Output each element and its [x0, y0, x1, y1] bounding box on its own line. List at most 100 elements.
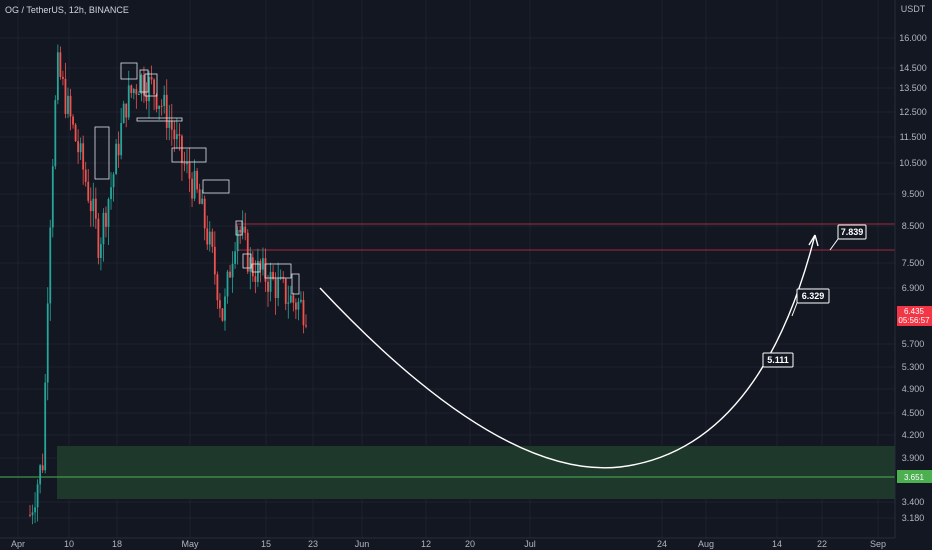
candle-body — [198, 189, 201, 204]
candle-body — [267, 281, 269, 292]
candle-body — [163, 94, 166, 106]
candle-body — [64, 78, 67, 114]
candle-body — [208, 231, 211, 245]
candle-body — [112, 174, 115, 188]
price-tick-label: 3.400 — [902, 497, 925, 507]
candle-body — [272, 271, 274, 279]
candle-body — [31, 512, 34, 516]
candle-body — [79, 143, 82, 153]
pointer-3 — [829, 238, 839, 251]
candle-body — [246, 232, 249, 272]
price-tick-label: 3.180 — [902, 513, 925, 523]
support-zone — [57, 446, 895, 499]
support-price-badge — [897, 470, 932, 483]
candle-body — [54, 100, 57, 167]
time-tick-label: 12 — [421, 539, 431, 549]
candle-body — [219, 300, 221, 309]
candle-body — [264, 258, 267, 282]
candle-body — [236, 229, 239, 252]
candle-body — [155, 94, 158, 110]
candle-body — [183, 163, 186, 165]
last-price-text: 6.435 — [904, 307, 925, 316]
candle-body — [294, 302, 297, 310]
price-tick-label: 11.500 — [900, 132, 927, 142]
candle-body — [135, 89, 138, 95]
pattern-boxes — [94, 62, 300, 295]
time-tick-label: 18 — [112, 539, 122, 549]
candle-body — [259, 260, 262, 270]
candle-body — [99, 244, 102, 258]
candle-body — [284, 278, 287, 304]
candle-body — [178, 134, 181, 136]
candle-body — [145, 95, 148, 102]
candle-body — [287, 302, 290, 304]
candle-body — [107, 199, 110, 227]
pattern-box — [242, 253, 252, 269]
candle-body — [120, 122, 123, 156]
pattern-box — [202, 179, 230, 194]
candle-body — [300, 299, 302, 302]
candle-body — [105, 212, 107, 227]
price-tick-label: 8.500 — [902, 221, 925, 231]
candle-body — [102, 212, 105, 245]
projection-arrow-head-1 — [808, 234, 816, 246]
price-tick-label: 16.000 — [899, 33, 927, 43]
price-tick-label: 4.900 — [902, 384, 925, 394]
time-axis[interactable]: Apr 10 18 May 15 23 Jun 12 20 Jul 24 Aug 14 22 Sep — [0, 537, 895, 549]
pattern-box — [251, 263, 261, 273]
candle-body — [188, 162, 191, 179]
candle-body — [97, 218, 100, 258]
projection-label-3-text: 7.839 — [841, 227, 864, 237]
time-tick-labels: Apr 10 18 May 15 23 Jun 12 20 Jul 24 Aug 14 22 Sep — [11, 539, 886, 549]
candle-body — [305, 325, 307, 327]
candle-body — [193, 170, 196, 199]
pattern-box — [235, 220, 243, 236]
price-zones — [0, 223, 896, 499]
candle-body — [41, 465, 44, 471]
candle-body — [122, 103, 125, 123]
chart-title: OG / TetherUS, 12h, BINANCE — [5, 5, 129, 15]
candlestick-series — [29, 44, 307, 525]
candle-body — [277, 278, 280, 299]
candle-body — [150, 76, 153, 80]
candle-body — [153, 79, 155, 95]
candle-body — [39, 465, 42, 485]
candle-body — [302, 299, 305, 326]
candle-body — [203, 198, 206, 229]
time-tick-label: Aug — [698, 539, 714, 549]
candle-body — [196, 170, 199, 190]
candle-body — [256, 260, 259, 282]
support-price-text: 3.651 — [904, 473, 925, 482]
projection-arrow-head-2 — [814, 234, 819, 247]
time-tick-label: 15 — [261, 539, 271, 549]
price-tick-label: 7.500 — [902, 258, 925, 268]
candle-body — [137, 94, 140, 96]
candle-body — [77, 141, 80, 153]
candle-body — [289, 295, 292, 303]
price-tick-label: 3.900 — [902, 453, 925, 463]
candle-body — [181, 135, 183, 164]
price-tick-label: 9.500 — [902, 189, 925, 199]
candle-body — [125, 103, 128, 118]
price-tick-label: 14.500 — [899, 63, 927, 73]
candle-body — [221, 308, 224, 321]
candle-body — [72, 116, 74, 125]
candle-body — [62, 76, 64, 79]
candle-body — [34, 507, 36, 513]
candle-body — [87, 181, 90, 201]
candle-body — [241, 226, 244, 233]
price-tick-label: 5.300 — [902, 362, 925, 372]
candle-body — [92, 198, 95, 212]
projection-label-1-text: 5.111 — [767, 355, 789, 365]
price-tick-label: 10.500 — [899, 158, 927, 168]
price-tick-label: 5.700 — [902, 339, 925, 349]
time-tick-label: Jun — [355, 539, 370, 549]
candle-body — [251, 257, 254, 277]
candle-body — [186, 162, 188, 165]
candle-body — [148, 76, 150, 102]
candle-body — [89, 200, 92, 212]
price-axis[interactable]: USDT 16.000 14.500 13.500 12.500 11.500 10.50… — [894, 0, 932, 538]
candle-body — [49, 227, 52, 304]
candle-body — [234, 251, 237, 264]
